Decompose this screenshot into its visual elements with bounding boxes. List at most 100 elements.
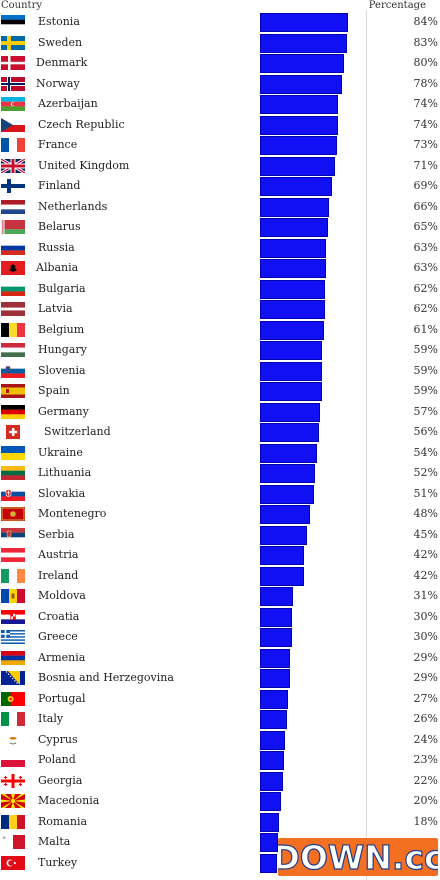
value-label: 29% xyxy=(413,671,438,684)
row-austria: Austria 42% xyxy=(0,545,440,566)
row-belgium: Belgium 61% xyxy=(0,320,440,341)
country-label: Poland xyxy=(38,753,76,766)
row-moldova: Moldova 31% xyxy=(0,586,440,607)
value-label: 31% xyxy=(413,589,438,602)
macedonia-flag-icon xyxy=(1,794,25,808)
country-label: Bulgaria xyxy=(38,281,86,295)
value-label: 45% xyxy=(413,527,438,541)
united-kingdom-flag-icon xyxy=(1,158,25,173)
country-label: Hungary xyxy=(38,343,87,356)
hungary-flag-icon xyxy=(1,343,25,357)
bar-macedonia xyxy=(260,792,281,811)
value-label: 30% xyxy=(413,630,438,643)
row-belarus: Belarus 65% xyxy=(0,217,440,238)
row-montenegro: Montenegro 48% xyxy=(0,504,440,525)
row-bosnia-and-herzegovina: Bosnia and Herzegovina 29% xyxy=(0,668,440,689)
country-label: Netherlands xyxy=(38,199,108,213)
row-hungary: Hungary 59% xyxy=(0,340,440,361)
row-serbia: Serbia 45% xyxy=(0,525,440,546)
country-label: Finland xyxy=(38,179,81,192)
albania-flag-icon xyxy=(1,261,25,275)
bar-armenia xyxy=(260,648,291,668)
bar-germany xyxy=(260,402,320,422)
row-croatia: Croatia 30% xyxy=(0,607,440,628)
country-label: Serbia xyxy=(38,527,75,541)
row-norway: Norway 78% xyxy=(0,74,440,95)
slovakia-flag-icon xyxy=(1,486,25,501)
row-russia: Russia 63% xyxy=(0,238,440,259)
romania-flag-icon xyxy=(1,814,25,829)
bar-finland xyxy=(260,177,333,196)
country-label: Italy xyxy=(38,712,64,725)
row-netherlands: Netherlands 66% xyxy=(0,197,440,218)
ukraine-flag-icon xyxy=(1,445,25,460)
row-macedonia: Macedonia 20% xyxy=(0,791,440,812)
bar-austria xyxy=(260,546,305,565)
country-label: Sweden xyxy=(38,35,83,49)
bar-norway xyxy=(260,74,342,94)
country-label: Ukraine xyxy=(38,445,83,459)
malta-flag-icon xyxy=(1,835,25,849)
belarus-flag-icon xyxy=(1,220,25,234)
finland-flag-icon xyxy=(1,179,25,193)
row-slovenia: Slovenia 59% xyxy=(0,361,440,382)
poland-flag-icon xyxy=(1,753,25,767)
bar-slovakia xyxy=(260,484,314,504)
row-germany: Germany 57% xyxy=(0,402,440,423)
row-czech-republic: Czech Republic 74% xyxy=(0,115,440,136)
row-ireland: Ireland 42% xyxy=(0,566,440,587)
country-label: Greece xyxy=(38,630,78,643)
bar-romania xyxy=(260,812,279,832)
country-label: Czech Republic xyxy=(38,117,125,131)
country-label: Montenegro xyxy=(38,507,107,520)
country-label: Portugal xyxy=(38,691,86,705)
montenegro-flag-icon xyxy=(1,507,25,521)
cyprus-flag-icon xyxy=(1,732,25,747)
country-label: Estonia xyxy=(38,15,80,28)
sweden-flag-icon xyxy=(1,35,25,50)
country-label: United Kingdom xyxy=(38,158,130,172)
value-label: 63% xyxy=(413,240,438,254)
bar-czech-republic xyxy=(260,115,338,135)
country-label: Georgia xyxy=(38,773,83,787)
country-label: Turkey xyxy=(38,855,78,869)
value-label: 83% xyxy=(413,35,438,49)
row-switzerland: Switzerland 56% xyxy=(0,422,440,443)
value-label: 78% xyxy=(413,76,438,90)
bar-croatia xyxy=(260,607,292,627)
row-malta: Malta xyxy=(0,832,440,853)
value-label: 65% xyxy=(413,220,438,233)
value-label: 48% xyxy=(413,507,438,520)
value-label: 59% xyxy=(413,384,438,397)
row-denmark: Denmark 80% xyxy=(0,53,440,74)
value-label: 80% xyxy=(413,56,438,69)
row-poland: Poland 23% xyxy=(0,750,440,771)
bar-albania xyxy=(260,259,327,278)
column-separator xyxy=(366,10,367,880)
value-label: 71% xyxy=(413,158,438,172)
bar-netherlands xyxy=(260,197,330,217)
value-label: 84% xyxy=(413,15,438,28)
value-label: 63% xyxy=(413,261,438,274)
country-label: Austria xyxy=(38,548,79,561)
switzerland-flag-icon xyxy=(1,425,25,439)
country-label: Belarus xyxy=(38,220,81,233)
bar-greece xyxy=(260,628,292,647)
value-label: 69% xyxy=(413,179,438,192)
value-label: 27% xyxy=(413,691,438,705)
row-estonia: Estonia 84% xyxy=(0,12,440,33)
value-label: 23% xyxy=(413,753,438,766)
row-portugal: Portugal 27% xyxy=(0,689,440,710)
value-label: 26% xyxy=(413,712,438,725)
value-label: 73% xyxy=(413,138,438,151)
belgium-flag-icon xyxy=(1,322,25,337)
value-label: 18% xyxy=(413,814,438,828)
country-label: Slovenia xyxy=(38,363,86,377)
value-label: 56% xyxy=(413,425,438,438)
bar-denmark xyxy=(260,54,344,73)
bar-cyprus xyxy=(260,730,286,750)
value-label: 74% xyxy=(413,117,438,131)
bar-russia xyxy=(260,238,327,258)
greece-flag-icon xyxy=(1,630,25,644)
